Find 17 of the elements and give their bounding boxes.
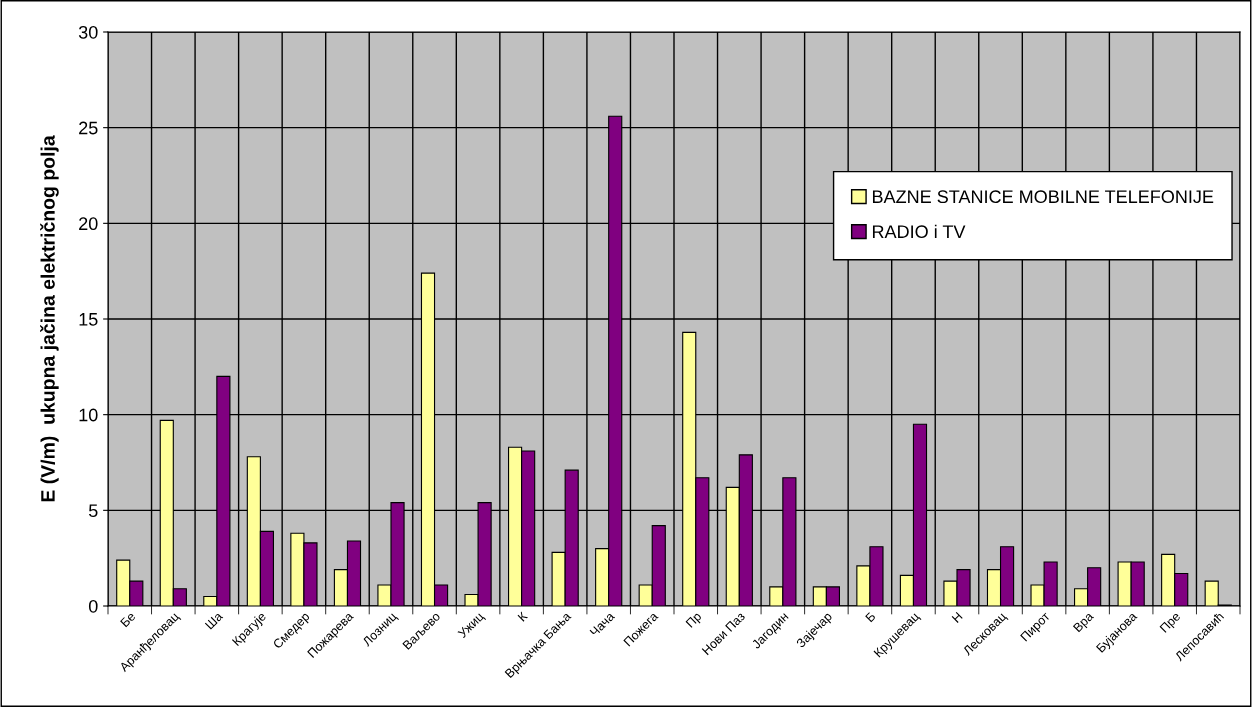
- x-tick-label: Ша: [204, 611, 224, 630]
- y-tick-label: 10: [79, 408, 98, 422]
- y-tick-label: 25: [79, 121, 98, 135]
- x-tick-label: Пр: [685, 611, 704, 630]
- y-tick-label: 20: [79, 217, 98, 231]
- y-axis-title: E (V/m) ukupna jačina električnog polja: [40, 135, 59, 502]
- x-tick-label: Вра: [1072, 611, 1096, 635]
- y-tick-label: 5: [88, 504, 98, 518]
- y-tick-label: 30: [78, 25, 98, 39]
- x-tick-label: Н: [951, 611, 963, 623]
- legend-label: BAZNE STANICE MOBILNE TELEFONIJE: [872, 190, 1214, 204]
- y-tick-label: 0: [88, 599, 98, 613]
- legend-label: RADIO i TV: [872, 224, 966, 239]
- x-tick-label: Б: [865, 611, 876, 623]
- x-tick-label: К: [517, 611, 528, 622]
- x-tick-label: Чача: [589, 611, 616, 637]
- y-tick-label: 15: [79, 313, 98, 326]
